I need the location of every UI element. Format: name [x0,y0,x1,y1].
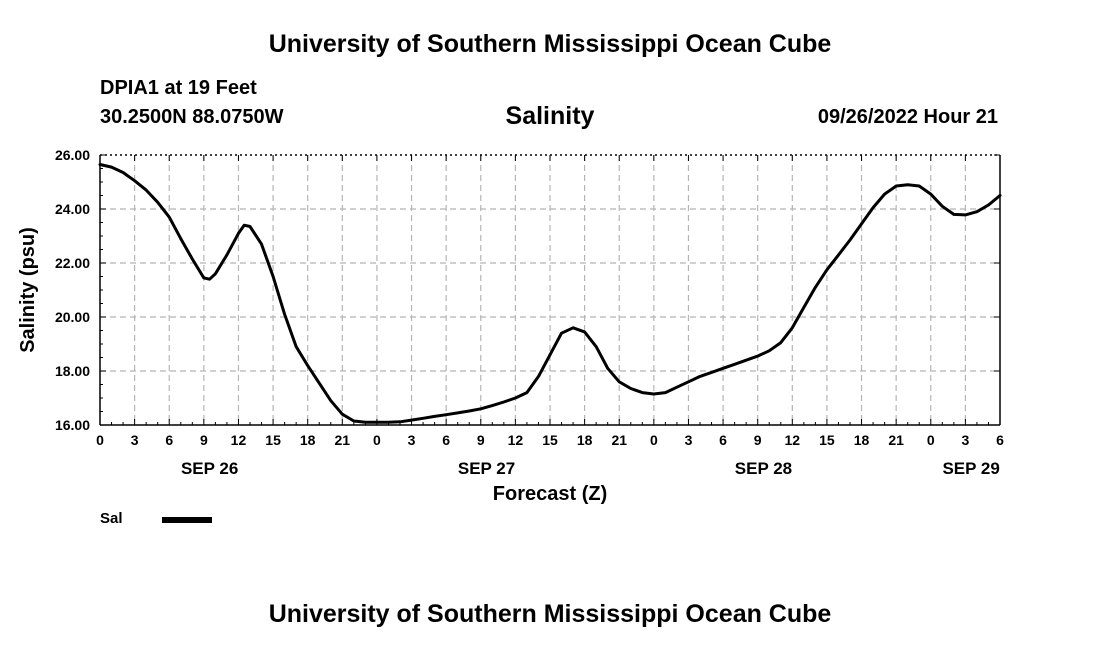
date-label: SEP 29 [942,459,999,478]
x-tick-label: 9 [477,432,485,448]
y-tick-label: 16.00 [55,417,90,433]
date-label: SEP 28 [735,459,792,478]
x-tick-label: 0 [373,432,381,448]
forecast-timestamp: 09/26/2022 Hour 21 [817,106,998,128]
y-axis-label: Salinity (psu) [17,227,39,353]
label-layer: 0 3 6 9 12 15 18 21 0 3 6 9 12 15 18 21 0 3 6 9 12 15 18 21 0 3 6 1… [17,147,1004,505]
x-tick-label: 15 [265,432,281,448]
x-tick-label: 18 [577,432,593,448]
y-tick-label: 24.00 [55,201,90,217]
x-tick-label: 6 [719,432,727,448]
page-title: University of Southern Mississippi Ocean… [268,30,832,58]
x-tick-label: 3 [131,432,139,448]
axis-layer [99,154,1001,426]
x-tick-label: 6 [165,432,173,448]
y-tick-label: 18.00 [55,363,90,379]
x-tick-label: 3 [408,432,416,448]
x-tick-label: 6 [442,432,450,448]
x-tick-label: 15 [819,432,835,448]
y-tick-label: 26.00 [55,147,90,163]
x-tick-label: 21 [335,432,351,448]
x-tick-label: 12 [785,432,801,448]
y-tick-label: 22.00 [55,255,90,271]
x-axis-label: Forecast (Z) [493,483,607,505]
coordinates-label: 30.2500N 88.0750W [100,106,284,128]
legend: Sal [100,510,212,528]
x-tick-label: 12 [508,432,524,448]
x-tick-label: 0 [927,432,935,448]
chart-title-text: Salinity [505,102,595,130]
x-tick-label: 0 [650,432,658,448]
series-layer [98,163,1002,424]
x-tick-label: 12 [231,432,247,448]
x-tick-label: 15 [542,432,558,448]
series-line-sal [98,163,1002,424]
x-tick-label: 9 [754,432,762,448]
y-tick-label: 20.00 [55,309,90,325]
station-label: DPIA1 at 19 Feet [100,77,257,99]
x-tick-label: 21 [611,432,627,448]
x-tick-label: 0 [96,432,104,448]
date-label: SEP 26 [181,459,238,478]
footer-title: University of Southern Mississippi Ocean… [268,600,832,628]
date-label: SEP 27 [458,459,515,478]
x-tick-label: 21 [888,432,904,448]
x-tick-label: 3 [961,432,969,448]
x-tick-label: 6 [996,432,1004,448]
grid-layer [100,155,1000,425]
x-tick-label: 9 [200,432,208,448]
legend-label-sal: Sal [100,510,123,527]
chart-title: Salinity [0,102,1100,131]
x-tick-label: 18 [854,432,870,448]
x-tick-label: 18 [300,432,316,448]
legend-swatch-sal [162,517,212,523]
x-tick-label: 3 [685,432,693,448]
